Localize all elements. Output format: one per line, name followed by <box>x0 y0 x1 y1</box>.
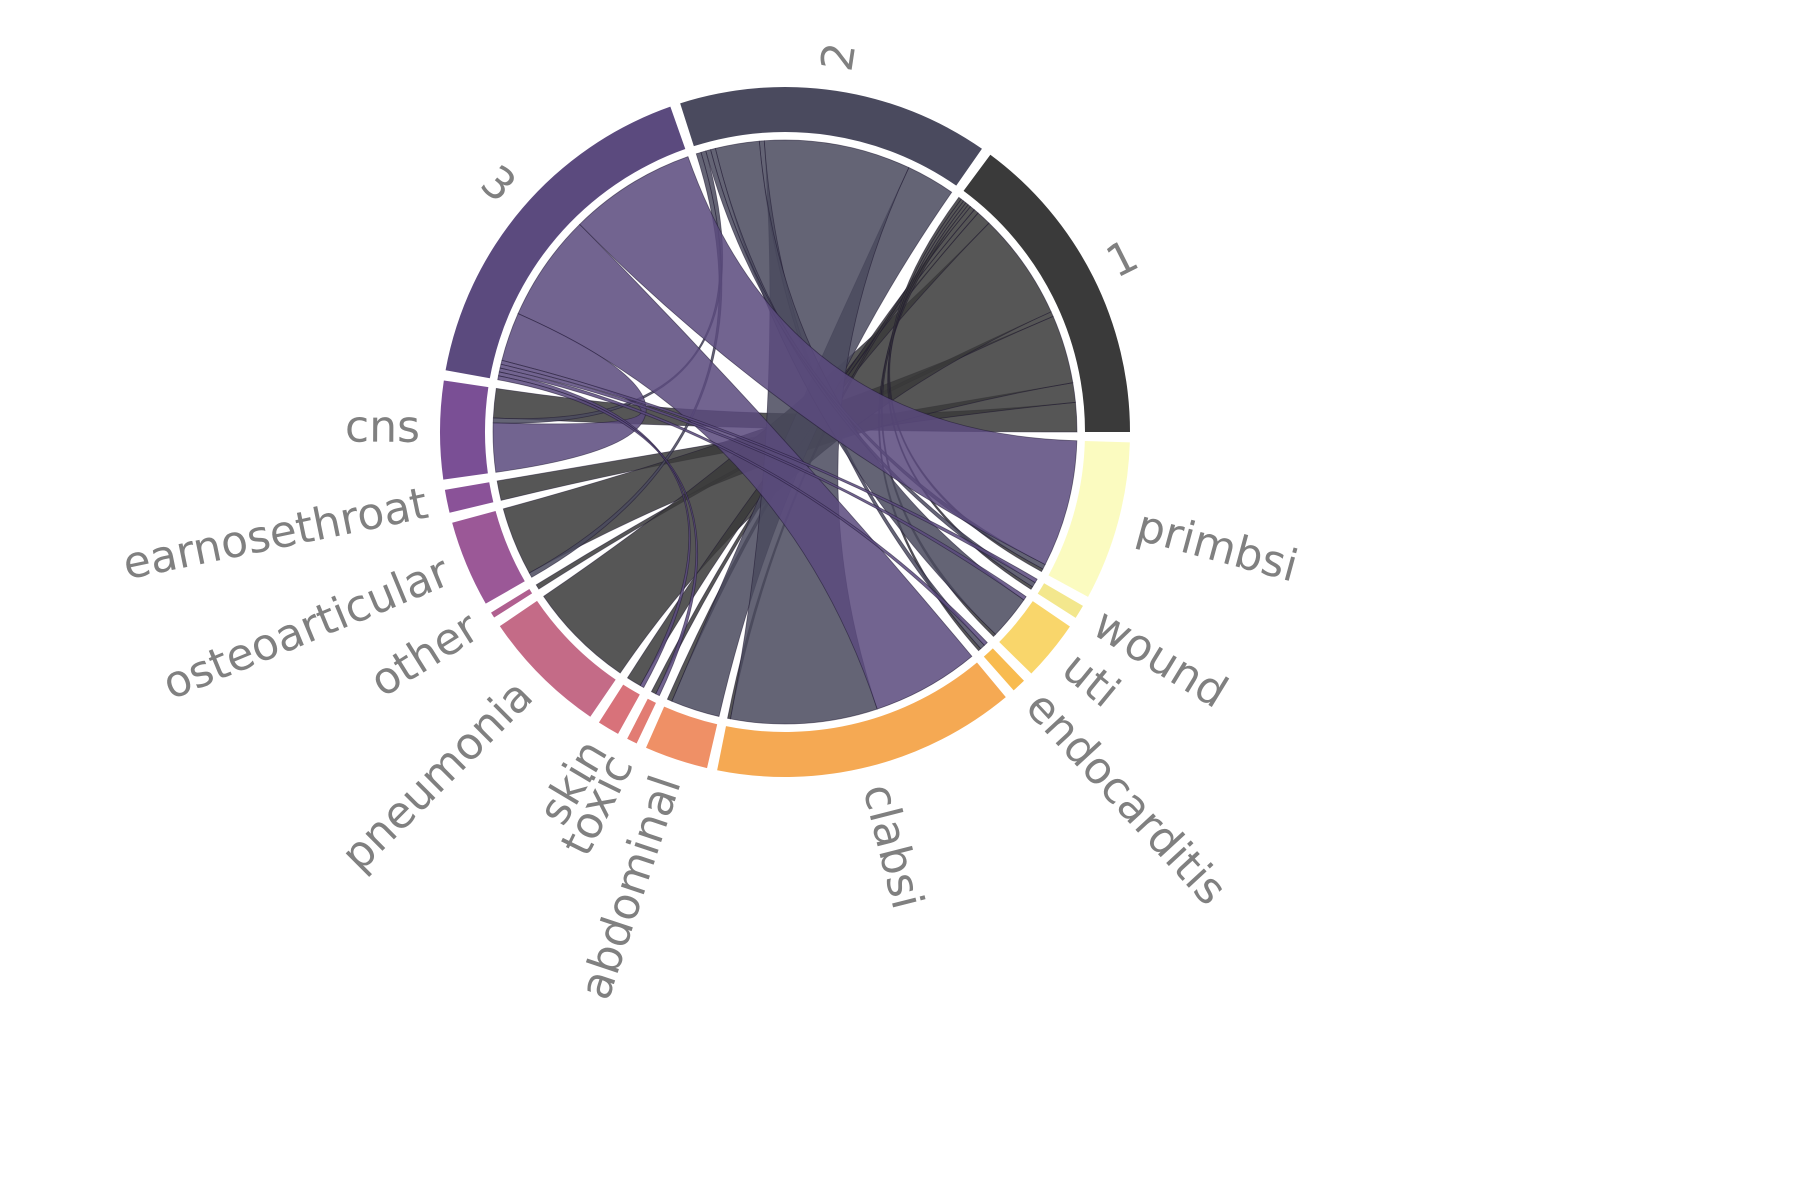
arc-cns <box>440 380 489 480</box>
label-1: 1 <box>1098 230 1146 288</box>
label-3: 3 <box>471 156 525 213</box>
group-arcs <box>440 86 1130 777</box>
arc-osteoarticular <box>452 510 525 604</box>
label-cns: cns <box>345 401 420 452</box>
label-endocarditis: endocarditis <box>1016 681 1237 915</box>
arc-3 <box>445 106 686 379</box>
arc-pneumonia <box>499 600 616 717</box>
arc-other <box>491 589 533 618</box>
arc-toxic <box>627 698 656 744</box>
arc-primbsi <box>1048 440 1130 597</box>
arc-wound <box>1037 583 1083 618</box>
arc-1 <box>963 154 1130 432</box>
label-clabsi: clabsi <box>852 779 933 914</box>
ribbon-3-toxic <box>497 375 699 697</box>
arc-2 <box>680 86 982 186</box>
label-pneumonia: pneumonia <box>332 670 543 881</box>
ribbon-1-primbsi <box>888 196 1044 573</box>
arc-abdominal <box>646 706 718 769</box>
ribbons <box>492 139 1078 725</box>
label-2: 2 <box>812 39 867 74</box>
ribbon-3-endocarditis <box>498 367 988 646</box>
arc-clabsi <box>717 662 1006 777</box>
arc-earnosethroat <box>444 482 494 513</box>
arc-skin <box>598 684 640 734</box>
ribbon-3-uti <box>499 363 1027 601</box>
ribbon-3-wound <box>500 359 1038 584</box>
arc-uti <box>999 601 1070 674</box>
label-primbsi: primbsi <box>1131 500 1303 592</box>
arc-endocarditis <box>983 648 1024 691</box>
